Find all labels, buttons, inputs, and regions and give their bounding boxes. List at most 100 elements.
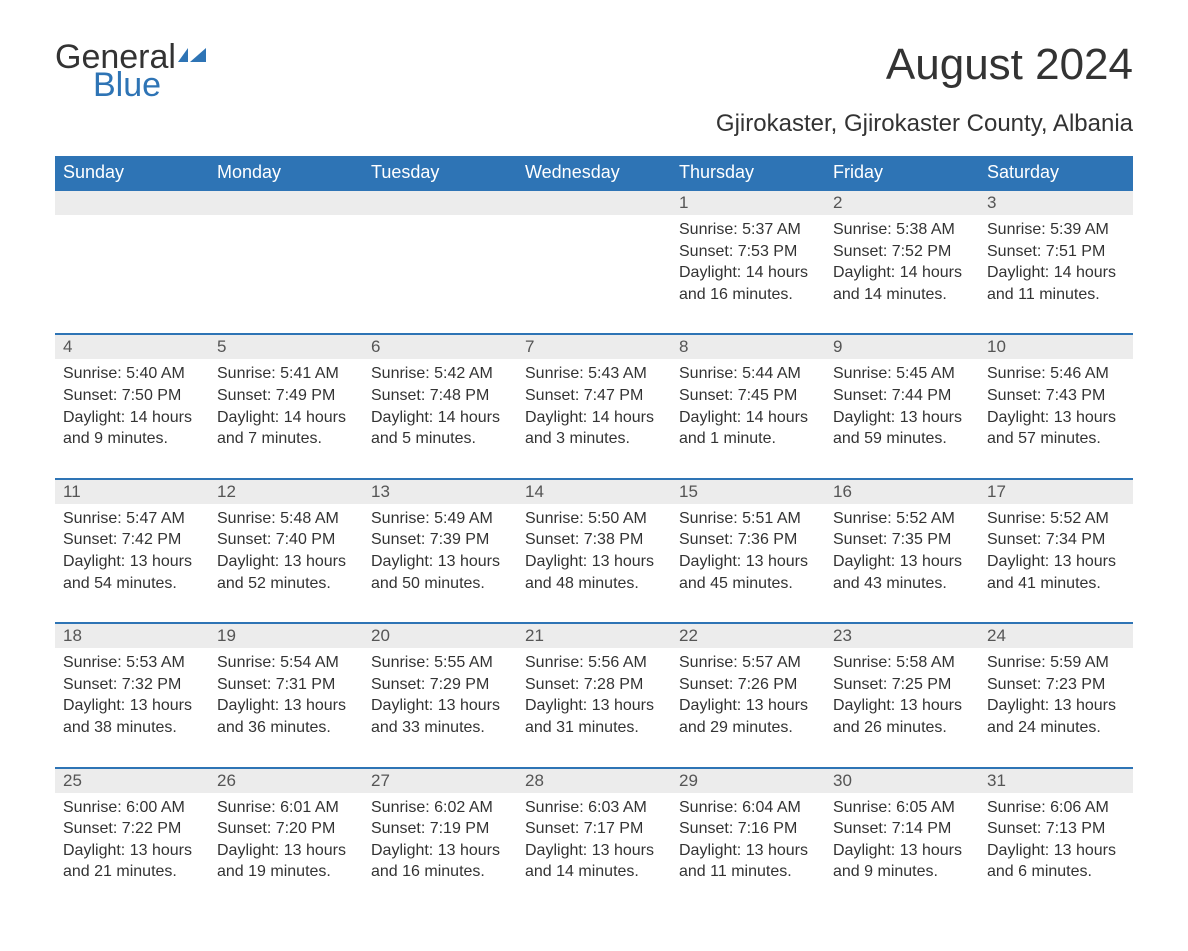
day-detail-cell: Sunrise: 5:48 AMSunset: 7:40 PMDaylight:… [209, 504, 363, 623]
daylight-line: Daylight: 13 hours and 16 minutes. [371, 840, 509, 883]
sunrise-line: Sunrise: 5:42 AM [371, 363, 509, 385]
day-number-cell: 8 [671, 334, 825, 359]
day-number-cell: 20 [363, 623, 517, 648]
sunrise-line: Sunrise: 5:40 AM [63, 363, 201, 385]
day-number-cell [209, 190, 363, 215]
sunset-line: Sunset: 7:28 PM [525, 674, 663, 696]
sunset-line: Sunset: 7:26 PM [679, 674, 817, 696]
daylight-line: Daylight: 13 hours and 19 minutes. [217, 840, 355, 883]
day-detail-cell: Sunrise: 5:51 AMSunset: 7:36 PMDaylight:… [671, 504, 825, 623]
sunrise-line: Sunrise: 5:53 AM [63, 652, 201, 674]
day-number-cell [55, 190, 209, 215]
day-detail-cell: Sunrise: 5:52 AMSunset: 7:35 PMDaylight:… [825, 504, 979, 623]
sunset-line: Sunset: 7:22 PM [63, 818, 201, 840]
day-detail-row: Sunrise: 5:37 AMSunset: 7:53 PMDaylight:… [55, 215, 1133, 334]
day-number-cell: 7 [517, 334, 671, 359]
day-detail-cell: Sunrise: 6:02 AMSunset: 7:19 PMDaylight:… [363, 793, 517, 911]
day-number-row: 123 [55, 190, 1133, 215]
sunset-line: Sunset: 7:20 PM [217, 818, 355, 840]
day-detail-row: Sunrise: 5:53 AMSunset: 7:32 PM Daylight:… [55, 648, 1133, 767]
sunset-line: Sunset: 7:40 PM [217, 529, 355, 551]
sunrise-line: Sunrise: 6:05 AM [833, 797, 971, 819]
daylight-line: Daylight: 13 hours and 45 minutes. [679, 551, 817, 594]
day-number-cell: 17 [979, 479, 1133, 504]
day-detail-cell: Sunrise: 5:57 AMSunset: 7:26 PMDaylight:… [671, 648, 825, 767]
daylight-line: Daylight: 13 hours and 9 minutes. [833, 840, 971, 883]
sunrise-line: Sunrise: 5:48 AM [217, 508, 355, 530]
logo-flag-icon [178, 38, 208, 76]
sunrise-line: Sunrise: 6:02 AM [371, 797, 509, 819]
day-detail-row: Sunrise: 6:00 AMSunset: 7:22 PMDaylight:… [55, 793, 1133, 911]
sunrise-line: Sunrise: 6:01 AM [217, 797, 355, 819]
day-number-cell: 31 [979, 768, 1133, 793]
sunset-line: Sunset: 7:38 PM [525, 529, 663, 551]
day-number-cell [517, 190, 671, 215]
daylight-line: Daylight: 13 hours and 31 minutes. [525, 695, 663, 738]
day-detail-cell: Sunrise: 5:49 AMSunset: 7:39 PMDaylight:… [363, 504, 517, 623]
day-detail-cell: Sunrise: 6:06 AMSunset: 7:13 PMDaylight:… [979, 793, 1133, 911]
day-number-cell: 3 [979, 190, 1133, 215]
day-detail-row: Sunrise: 5:47 AMSunset: 7:42 PM Daylight:… [55, 504, 1133, 623]
day-number-cell: 5 [209, 334, 363, 359]
sunset-line: Sunset: 7:25 PM [833, 674, 971, 696]
daylight-line: Daylight: 13 hours and 11 minutes. [679, 840, 817, 883]
daylight-line: Daylight: 13 hours and 14 minutes. [525, 840, 663, 883]
day-detail-cell: Sunrise: 6:01 AMSunset: 7:20 PMDaylight:… [209, 793, 363, 911]
sunrise-line: Sunrise: 5:47 AM [63, 508, 201, 530]
day-number-row: 18192021222324 [55, 623, 1133, 648]
weekday-header: Tuesday [363, 156, 517, 190]
sunset-line: Sunset: 7:39 PM [371, 529, 509, 551]
day-detail-cell [517, 215, 671, 334]
day-number-row: 11121314151617 [55, 479, 1133, 504]
day-detail-cell: Sunrise: 5:38 AMSunset: 7:52 PMDaylight:… [825, 215, 979, 334]
day-number-cell: 4 [55, 334, 209, 359]
day-detail-cell: Sunrise: 5:41 AMSunset: 7:49 PMDaylight:… [209, 359, 363, 478]
sunrise-line: Sunrise: 5:44 AM [679, 363, 817, 385]
day-number-cell: 22 [671, 623, 825, 648]
daylight-line: Daylight: 14 hours and 5 minutes. [371, 407, 509, 450]
day-detail-cell: Sunrise: 5:50 AMSunset: 7:38 PMDaylight:… [517, 504, 671, 623]
title-block: August 2024 [886, 40, 1133, 90]
sunrise-line: Sunrise: 5:58 AM [833, 652, 971, 674]
sunset-line: Sunset: 7:32 PM [63, 674, 201, 696]
daylight-line: Daylight: 14 hours and 3 minutes. [525, 407, 663, 450]
day-detail-cell: Sunrise: 5:39 AMSunset: 7:51 PMDaylight:… [979, 215, 1133, 334]
day-detail-cell: Sunrise: 5:59 AMSunset: 7:23 PMDaylight:… [979, 648, 1133, 767]
daylight-line: Daylight: 13 hours and 43 minutes. [833, 551, 971, 594]
sunset-line: Sunset: 7:29 PM [371, 674, 509, 696]
sunset-line: Sunset: 7:35 PM [833, 529, 971, 551]
sunrise-line: Sunrise: 5:52 AM [987, 508, 1125, 530]
day-number-cell: 9 [825, 334, 979, 359]
day-detail-cell [209, 215, 363, 334]
day-detail-cell [55, 215, 209, 334]
day-number-cell: 2 [825, 190, 979, 215]
daylight-line: Daylight: 14 hours and 7 minutes. [217, 407, 355, 450]
sunrise-line: Sunrise: 5:51 AM [679, 508, 817, 530]
day-number-cell: 1 [671, 190, 825, 215]
day-number-cell [363, 190, 517, 215]
day-detail-cell: Sunrise: 5:42 AMSunset: 7:48 PMDaylight:… [363, 359, 517, 478]
weekday-header: Thursday [671, 156, 825, 190]
weekday-header-row: SundayMondayTuesdayWednesdayThursdayFrid… [55, 156, 1133, 190]
day-number-cell: 26 [209, 768, 363, 793]
daylight-line: Daylight: 14 hours and 14 minutes. [833, 262, 971, 305]
weekday-header: Sunday [55, 156, 209, 190]
day-detail-cell: Sunrise: 5:58 AMSunset: 7:25 PMDaylight:… [825, 648, 979, 767]
day-number-cell: 18 [55, 623, 209, 648]
header: General Blue August 2024 [55, 40, 1133, 102]
sunset-line: Sunset: 7:47 PM [525, 385, 663, 407]
day-number-cell: 25 [55, 768, 209, 793]
sunrise-line: Sunrise: 5:55 AM [371, 652, 509, 674]
day-detail-row: Sunrise: 5:40 AMSunset: 7:50 PMDaylight:… [55, 359, 1133, 478]
sunset-line: Sunset: 7:23 PM [987, 674, 1125, 696]
sunset-line: Sunset: 7:13 PM [987, 818, 1125, 840]
day-detail-cell: Sunrise: 5:44 AMSunset: 7:45 PMDaylight:… [671, 359, 825, 478]
day-detail-cell: Sunrise: 6:04 AMSunset: 7:16 PMDaylight:… [671, 793, 825, 911]
day-number-cell: 15 [671, 479, 825, 504]
weekday-header: Friday [825, 156, 979, 190]
sunset-line: Sunset: 7:42 PM [63, 529, 201, 551]
sunset-line: Sunset: 7:17 PM [525, 818, 663, 840]
day-number-row: 45678910 [55, 334, 1133, 359]
sunset-line: Sunset: 7:51 PM [987, 241, 1125, 263]
daylight-line: Daylight: 14 hours and 9 minutes. [63, 407, 201, 450]
